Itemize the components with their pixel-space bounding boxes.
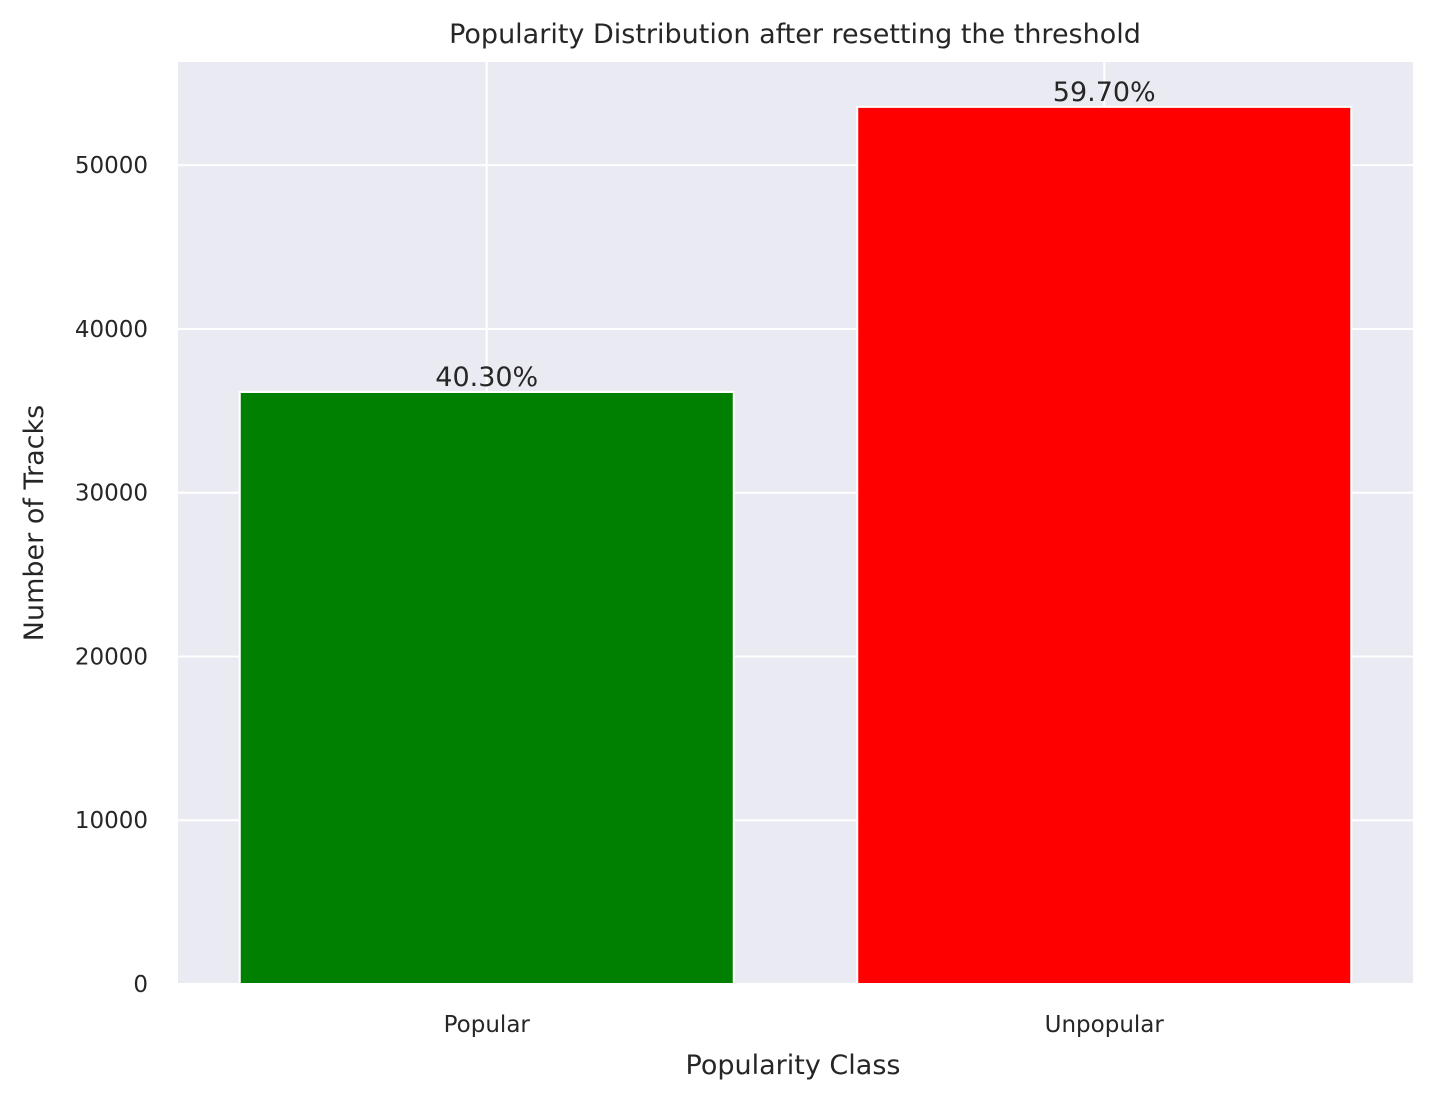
bar-popular [238,390,735,986]
bar-unpopular [856,105,1353,985]
x-axis-label: Popularity Class [686,1050,901,1081]
y-tick-label: 50000 [75,153,148,179]
x-tick-label: Popular [444,1012,531,1038]
y-tick-label: 40000 [75,317,148,343]
chart-title: Popularity Distribution after resetting … [449,19,1141,50]
y-axis-label: Number of Tracks [19,405,50,641]
bar-data-label: 40.30% [435,362,538,393]
bar-data-label: 59.70% [1053,77,1156,108]
y-axis-ticks: 0 10000 20000 30000 40000 50000 [75,153,148,998]
data-labels: 40.30% 59.70% [435,77,1155,393]
x-tick-label: Unpopular [1045,1012,1165,1038]
x-axis-ticks: Popular Unpopular [444,1012,1165,1038]
y-tick-label: 20000 [75,644,148,670]
y-tick-label: 10000 [75,808,148,834]
y-tick-label: 30000 [75,481,148,507]
bars [238,105,1353,986]
y-tick-label: 0 [133,972,148,998]
